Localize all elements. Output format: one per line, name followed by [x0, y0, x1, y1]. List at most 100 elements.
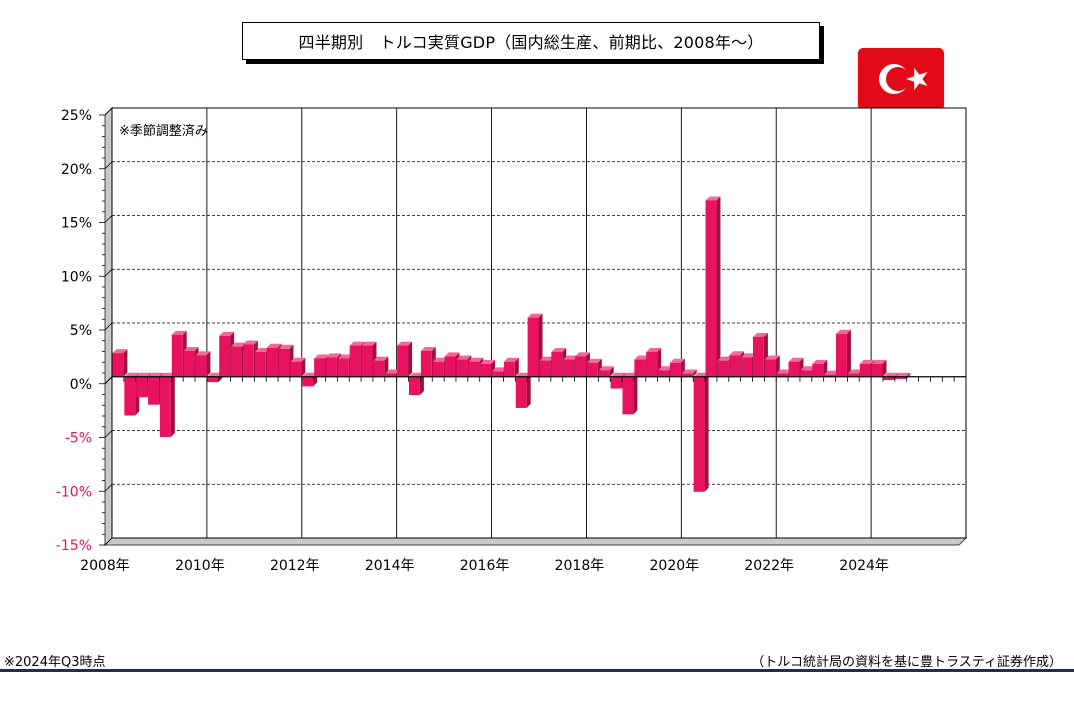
bar-top: [242, 340, 258, 345]
bar-side: [882, 359, 887, 377]
bar-top: [895, 372, 911, 377]
bar-2020Q2: [693, 372, 709, 492]
bar-top: [136, 372, 152, 377]
bar-face: [373, 360, 385, 377]
bar-top: [171, 330, 187, 335]
flag-face: [858, 48, 944, 110]
bar-face: [148, 376, 159, 405]
y-gridline-depth: [104, 215, 113, 223]
y-gridline-depth: [104, 430, 113, 438]
bar-face: [468, 361, 480, 377]
bar-side: [716, 196, 721, 377]
bar-top: [290, 357, 306, 362]
y-tick-label: -5%: [65, 431, 92, 447]
chart-title-text: 四半期別 トルコ実質GDP（国内総生産、前期比、2008年～）: [298, 33, 764, 52]
bar-top: [409, 372, 424, 377]
bar-top: [669, 358, 685, 363]
bar-top: [610, 372, 626, 377]
bar-face: [337, 358, 349, 377]
bar-face: [349, 345, 361, 377]
bar-face: [705, 200, 717, 377]
gridlines: [99, 107, 967, 546]
bar-top: [693, 372, 709, 377]
x-tick-label: 2018年: [555, 558, 605, 574]
bar-face: [302, 376, 314, 387]
bar-top: [836, 329, 851, 334]
bar-top: [859, 359, 875, 364]
bar-side: [419, 372, 424, 396]
y-axis-tick-labels: 25% 20% 15% 10% 5% 0% -5% -10% -15%: [56, 108, 92, 554]
bar-top: [871, 359, 887, 364]
bar-face: [231, 346, 242, 377]
bar-top: [148, 372, 163, 377]
bar-face: [515, 376, 527, 408]
bar-face: [586, 362, 598, 377]
bar-top: [302, 372, 318, 377]
bar-face: [824, 374, 836, 377]
bar-top: [812, 359, 828, 364]
bar-face: [432, 361, 444, 377]
bar-face: [752, 336, 764, 377]
bar-face: [278, 348, 290, 377]
bar-2021Q4: [764, 355, 780, 377]
bar-face: [836, 333, 847, 377]
bar-face: [610, 376, 622, 389]
zero-line-depth: [104, 376, 113, 385]
bar-top: [575, 352, 590, 357]
bar-face: [598, 370, 610, 377]
bar-2023Q2: [836, 329, 851, 377]
bar-2020Q1: [681, 369, 697, 377]
bar-face: [492, 371, 503, 377]
bar-top: [124, 372, 140, 377]
bar-top: [231, 342, 246, 347]
bar-top: [634, 355, 650, 360]
bar-face: [503, 361, 515, 377]
bar-face: [361, 345, 373, 377]
bar-face: [195, 355, 207, 377]
bar-top: [159, 372, 175, 377]
bar-top: [551, 348, 567, 353]
bar-face: [159, 376, 171, 437]
bar-face: [646, 352, 658, 377]
bar-2022Q4: [812, 359, 828, 377]
bar-top: [515, 372, 531, 377]
bar-face: [219, 335, 231, 377]
bar-top: [598, 366, 614, 371]
bar-side: [301, 357, 306, 377]
bar-face: [764, 359, 776, 377]
crescent-star-icon: [879, 64, 928, 94]
bar-top: [266, 343, 282, 348]
bar-face: [480, 363, 492, 377]
bar-face: [800, 370, 812, 377]
y-gridline-depth: [104, 268, 113, 277]
y-tick-label: 25%: [61, 108, 92, 124]
bar-face: [409, 376, 420, 396]
seasonal-adjustment-note: ※季節調整済み: [119, 123, 208, 139]
bar-face: [658, 370, 669, 377]
footnote-source: （トルコ統計局の資料を基に豊トラスティ証券作成）: [751, 655, 1062, 670]
bar-face: [788, 361, 800, 377]
bar-face: [551, 352, 563, 377]
bar-top: [847, 369, 863, 374]
bar-face: [290, 361, 302, 377]
bar-face: [812, 363, 824, 377]
bar-side: [526, 372, 531, 408]
bar-side: [206, 351, 211, 377]
bar-top: [314, 354, 330, 359]
bar-face: [729, 355, 741, 377]
x-tick-label: 2012年: [270, 558, 320, 574]
bar-top: [480, 359, 496, 364]
bar-2018Q4: [622, 372, 638, 415]
bar-face: [883, 376, 895, 380]
bar-face: [266, 347, 278, 377]
x-tick-label: 2014年: [365, 558, 415, 574]
bar-2024Q3: [895, 372, 911, 379]
bar-top: [337, 354, 353, 359]
bar-top: [586, 358, 602, 363]
y-tick-label: 5%: [70, 323, 92, 339]
bar-face: [539, 360, 551, 377]
bar-face: [776, 373, 788, 377]
bar-2011Q4: [290, 357, 306, 377]
bar-top: [254, 348, 270, 353]
bar-top: [527, 313, 543, 318]
